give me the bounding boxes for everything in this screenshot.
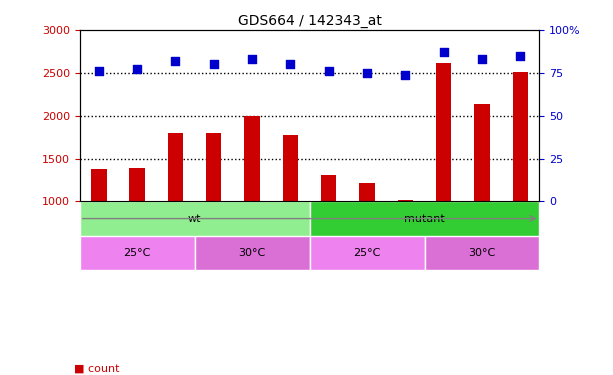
- Point: [286, 61, 295, 67]
- FancyBboxPatch shape: [310, 236, 424, 270]
- Bar: [474, 104, 490, 201]
- Point: [516, 53, 525, 59]
- Point: [132, 66, 142, 72]
- Text: 30°C: 30°C: [238, 248, 265, 258]
- Text: ■ count: ■ count: [74, 363, 119, 373]
- Bar: [129, 168, 145, 201]
- FancyBboxPatch shape: [195, 236, 310, 270]
- Bar: [206, 133, 221, 201]
- Point: [400, 72, 410, 78]
- Bar: [245, 116, 260, 201]
- Title: GDS664 / 142343_at: GDS664 / 142343_at: [238, 13, 381, 28]
- FancyBboxPatch shape: [424, 236, 539, 270]
- Bar: [398, 200, 413, 201]
- Bar: [283, 135, 298, 201]
- FancyBboxPatch shape: [80, 236, 195, 270]
- Point: [247, 56, 257, 62]
- Point: [362, 70, 372, 76]
- Bar: [436, 63, 451, 201]
- Text: 30°C: 30°C: [468, 248, 495, 258]
- FancyBboxPatch shape: [80, 201, 310, 236]
- Point: [477, 56, 487, 62]
- Bar: [321, 175, 337, 201]
- Bar: [168, 133, 183, 201]
- Point: [94, 68, 104, 74]
- Point: [209, 61, 219, 67]
- Bar: [359, 183, 375, 201]
- Point: [170, 58, 180, 64]
- Point: [439, 49, 449, 55]
- Text: 25°C: 25°C: [123, 248, 151, 258]
- Bar: [91, 169, 107, 201]
- Bar: [512, 72, 528, 201]
- Text: mutant: mutant: [404, 214, 445, 223]
- Point: [324, 68, 333, 74]
- FancyBboxPatch shape: [310, 201, 539, 236]
- Text: 25°C: 25°C: [353, 248, 381, 258]
- Text: wt: wt: [188, 214, 202, 223]
